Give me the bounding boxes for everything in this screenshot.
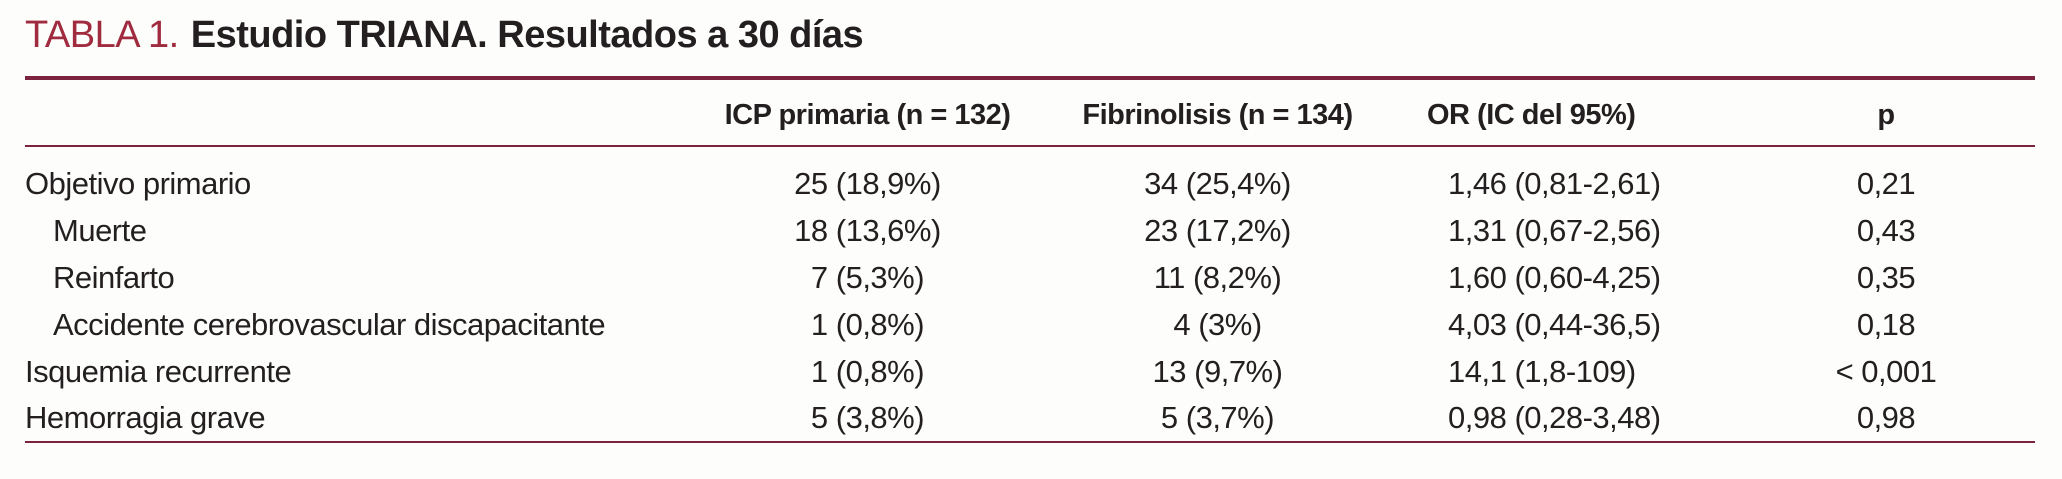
col-header-icp: ICP primaria (n = 132) bbox=[680, 80, 1055, 147]
table-row: Hemorragia grave 5 (3,8%) 5 (3,7%) 0,98 … bbox=[25, 395, 2035, 442]
row-label-cell: Muerte bbox=[53, 212, 147, 248]
p-cell: 0,18 bbox=[1856, 306, 1916, 342]
or-cell: 14,1 (1,8-109) bbox=[1448, 353, 1636, 389]
table-row: Reinfarto 7 (5,3%) 11 (8,2%) 1,60 (0,60-… bbox=[25, 254, 2035, 301]
col-header-p: p bbox=[1690, 80, 2035, 147]
fibrinolisis-cell: 34 (25,4%) bbox=[1144, 166, 1291, 201]
p-cell: 0,43 bbox=[1856, 212, 1916, 248]
icp-cell: 7 (5,3%) bbox=[810, 259, 925, 295]
or-cell: 1,60 (0,60-4,25) bbox=[1448, 259, 1661, 295]
p-cell: 0,98 bbox=[1856, 400, 1916, 435]
fibrinolisis-cell: 23 (17,2%) bbox=[1144, 212, 1291, 248]
icp-cell: 18 (13,6%) bbox=[794, 212, 941, 248]
icp-cell: 25 (18,9%) bbox=[794, 166, 941, 201]
icp-cell: 5 (3,8%) bbox=[810, 400, 925, 435]
row-label-cell: Accidente cerebrovascular discapacitante bbox=[53, 306, 606, 342]
table-row: Isquemia recurrente 1 (0,8%) 13 (9,7%) 1… bbox=[25, 348, 2035, 395]
row-label-cell: Hemorragia grave bbox=[25, 400, 266, 435]
row-label-cell: Reinfarto bbox=[53, 259, 175, 295]
p-cell: < 0,001 bbox=[1835, 353, 1937, 389]
row-label-cell: Isquemia recurrente bbox=[25, 353, 292, 389]
p-cell: 0,35 bbox=[1856, 259, 1916, 295]
table-title-text: Estudio TRIANA. Resultados a 30 días bbox=[190, 14, 864, 56]
or-cell: 0,98 (0,28-3,48) bbox=[1448, 400, 1661, 435]
table-row: Muerte 18 (13,6%) 23 (17,2%) 1,31 (0,67-… bbox=[25, 207, 2035, 254]
table-row: Objetivo primario 25 (18,9%) 34 (25,4%) … bbox=[25, 146, 2035, 207]
table-title: TABLA 1. Estudio TRIANA. Resultados a 30 … bbox=[25, 0, 2035, 60]
col-header-label bbox=[25, 80, 680, 147]
fibrinolisis-cell: 5 (3,7%) bbox=[1160, 400, 1275, 435]
fibrinolisis-cell: 13 (9,7%) bbox=[1152, 353, 1283, 389]
header-row: ICP primaria (n = 132) Fibrinolisis (n =… bbox=[25, 80, 2035, 147]
p-cell: 0,21 bbox=[1856, 166, 1916, 201]
top-rule bbox=[25, 76, 2035, 80]
col-header-or: OR (IC del 95%) bbox=[1380, 80, 1690, 147]
or-cell: 1,46 (0,81-2,61) bbox=[1448, 166, 1661, 201]
or-cell: 1,31 (0,67-2,56) bbox=[1448, 212, 1661, 248]
icp-cell: 1 (0,8%) bbox=[810, 353, 925, 389]
fibrinolisis-cell: 11 (8,2%) bbox=[1153, 259, 1282, 295]
or-cell: 4,03 (0,44-36,5) bbox=[1448, 306, 1661, 342]
table-row: Accidente cerebrovascular discapacitante… bbox=[25, 301, 2035, 348]
icp-cell: 1 (0,8%) bbox=[810, 306, 925, 342]
fibrinolisis-cell: 4 (3%) bbox=[1173, 306, 1262, 342]
col-header-fibrinolisis: Fibrinolisis (n = 134) bbox=[1055, 80, 1380, 147]
table-number-label: TABLA 1. bbox=[25, 14, 179, 56]
results-table: ICP primaria (n = 132) Fibrinolisis (n =… bbox=[25, 80, 2035, 443]
row-label-cell: Objetivo primario bbox=[25, 166, 251, 201]
